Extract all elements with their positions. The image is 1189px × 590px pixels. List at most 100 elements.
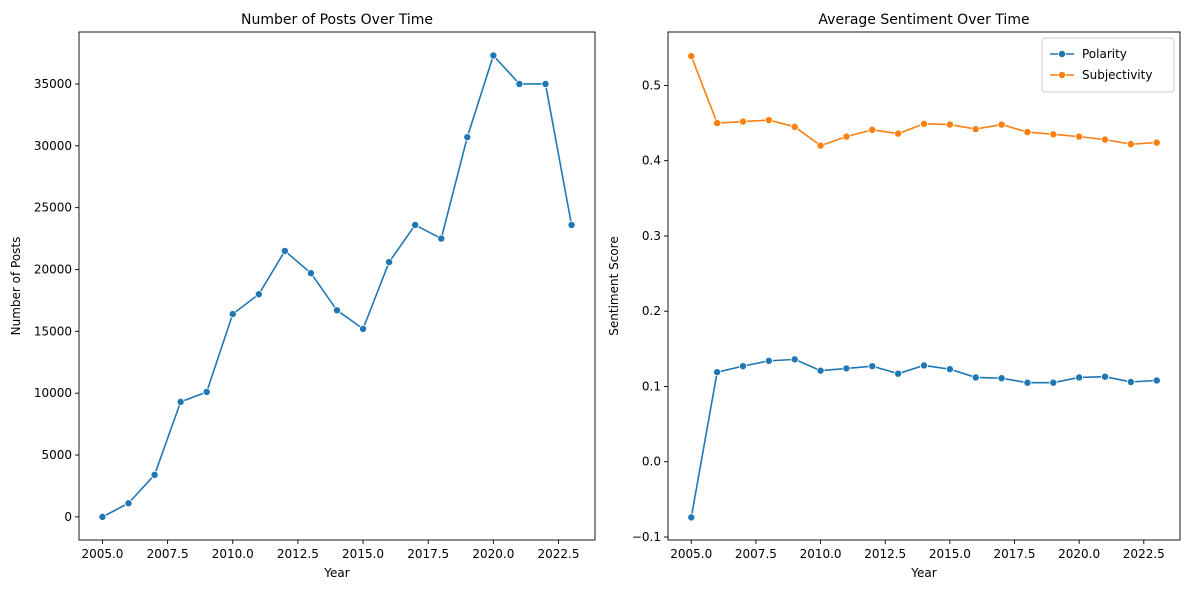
data-point (1126, 377, 1135, 386)
data-point (359, 324, 368, 333)
x-tick-label: 2020.0 (1058, 547, 1100, 561)
data-point (713, 368, 722, 377)
y-tick-label: 0.0 (642, 455, 661, 469)
y-tick-label: 5000 (41, 448, 72, 462)
data-point (1152, 138, 1161, 147)
plot-frame (667, 31, 1181, 541)
data-point (150, 470, 159, 479)
data-point (894, 129, 903, 138)
legend-box (1041, 37, 1175, 93)
data-point (842, 132, 851, 141)
data-point (567, 220, 576, 229)
data-point (738, 117, 747, 126)
data-point (1075, 132, 1084, 141)
data-point (997, 120, 1006, 129)
x-axis-label: Year (910, 566, 936, 580)
data-point (124, 499, 133, 508)
x-tick-label: 2012.5 (277, 547, 319, 561)
data-point (202, 387, 211, 396)
plot-frame (78, 31, 596, 541)
y-tick-label: 20000 (34, 262, 72, 276)
data-point (790, 355, 799, 364)
chart-title: Average Sentiment Over Time (818, 12, 1029, 28)
data-point (764, 356, 773, 365)
y-tick-label: −0.1 (632, 530, 661, 544)
y-axis-label: Sentiment Score (607, 236, 621, 335)
chart-title: Number of Posts Over Time (241, 12, 433, 28)
data-point (98, 512, 107, 521)
y-tick-label: 0 (64, 510, 72, 524)
x-tick-label: 2010.0 (212, 547, 254, 561)
data-point (816, 141, 825, 150)
x-tick-label: 2010.0 (800, 547, 842, 561)
data-point (920, 361, 929, 370)
x-axis-label: Year (323, 566, 349, 580)
x-tick-label: 2022.5 (538, 547, 580, 561)
data-point (1126, 140, 1135, 149)
data-point (945, 120, 954, 129)
x-tick-label: 2017.5 (994, 547, 1036, 561)
y-tick-label: 0.1 (642, 379, 661, 393)
data-point (945, 365, 954, 374)
data-point (280, 246, 289, 255)
data-point (1152, 376, 1161, 385)
x-tick-label: 2017.5 (407, 547, 449, 561)
posts-chart: Number of Posts Over Time 2005.0 2007.5 201… (9, 12, 596, 580)
x-tick-label: 2005.0 (81, 547, 123, 561)
data-point (816, 366, 825, 375)
x-tick-label: 2022.5 (1123, 547, 1165, 561)
y-tick-label: 0.5 (642, 78, 661, 92)
data-point (687, 52, 696, 61)
legend-label: Polarity (1082, 47, 1127, 61)
data-point (1049, 378, 1058, 387)
y-tick-label: 0.3 (642, 229, 661, 243)
legend-label: Subjectivity (1082, 68, 1152, 82)
data-point (385, 258, 394, 267)
data-point (971, 373, 980, 382)
data-point (868, 362, 877, 371)
data-point (228, 310, 237, 319)
data-point (515, 79, 524, 88)
data-point (738, 362, 747, 371)
y-tick-label: 25000 (34, 201, 72, 215)
data-point (1023, 378, 1032, 387)
data-point (254, 290, 263, 299)
y-tick-label: 15000 (34, 324, 72, 338)
x-tick-label: 2012.5 (864, 547, 906, 561)
data-point (1075, 373, 1084, 382)
legend-swatch-marker (1058, 50, 1067, 59)
x-tick-label: 2020.0 (472, 547, 514, 561)
y-tick-label: 10000 (34, 386, 72, 400)
data-point (1023, 128, 1032, 137)
y-tick-label: 0.4 (642, 154, 661, 168)
series-line-0 (690, 358, 1157, 518)
y-tick-label: 0.2 (642, 304, 661, 318)
x-tick-label: 2007.5 (735, 547, 777, 561)
data-point (894, 369, 903, 378)
data-point (1101, 372, 1110, 381)
data-point (790, 122, 799, 131)
data-point (713, 119, 722, 128)
data-point (1049, 130, 1058, 139)
data-point (332, 306, 341, 315)
y-tick-label: 35000 (34, 77, 72, 91)
x-tick-label: 2015.0 (929, 547, 971, 561)
data-point (541, 79, 550, 88)
data-point (920, 119, 929, 128)
data-point (437, 234, 446, 243)
x-tick-label: 2005.0 (670, 547, 712, 561)
x-tick-label: 2015.0 (342, 547, 384, 561)
legend-swatch-marker (1058, 71, 1067, 80)
data-point (463, 133, 472, 142)
data-point (411, 220, 420, 229)
data-point (997, 374, 1006, 383)
data-point (687, 513, 696, 522)
x-tick-label: 2007.5 (147, 547, 189, 561)
data-point (842, 364, 851, 373)
y-axis-label: Number of Posts (9, 237, 23, 336)
data-point (489, 51, 498, 60)
y-tick-label: 30000 (34, 139, 72, 153)
data-point (1101, 135, 1110, 144)
data-point (306, 269, 315, 278)
